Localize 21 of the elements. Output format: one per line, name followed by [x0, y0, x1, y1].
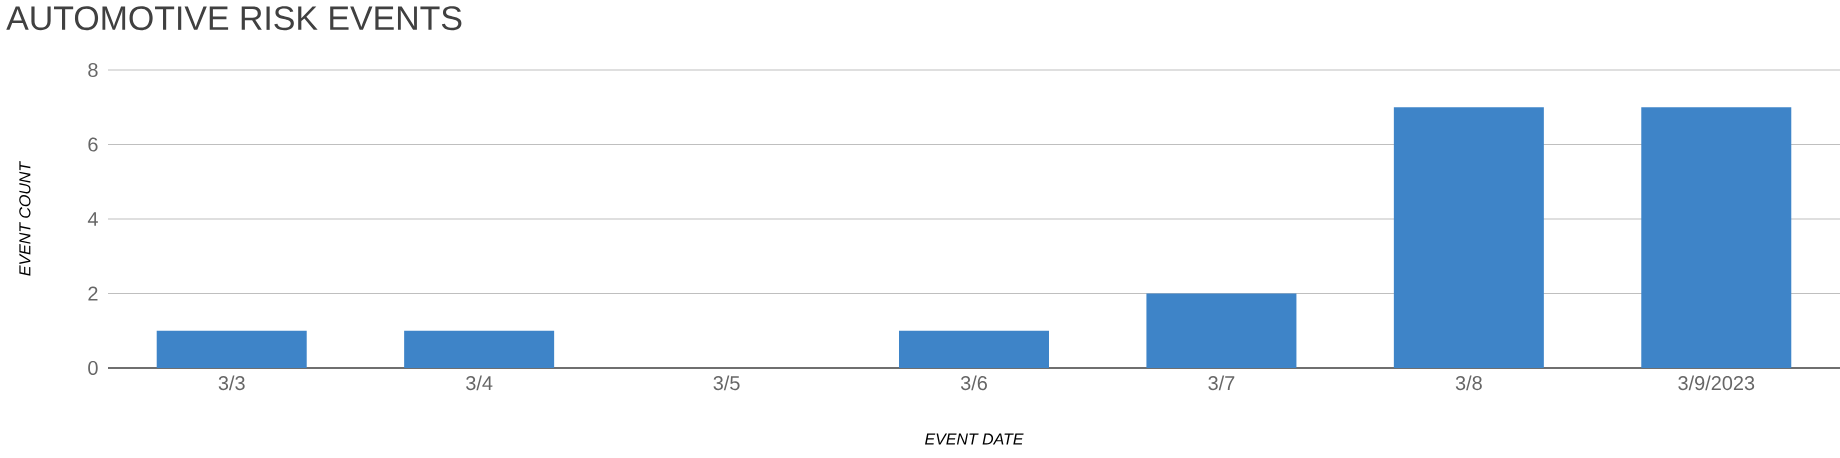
bar	[1393, 107, 1544, 368]
y-tick-label: 0	[88, 360, 98, 376]
y-tick-label: 6	[88, 137, 98, 152]
x-tick-label: 3/8	[1455, 375, 1482, 391]
y-tick-label: 8	[88, 62, 98, 78]
x-tick-label: 3/9/2023	[1678, 375, 1755, 391]
x-tick-label: 3/3	[218, 375, 245, 391]
x-tick-label: 3/5	[713, 375, 740, 391]
y-axis-title: EVENT COUNT	[19, 160, 31, 276]
bar	[156, 330, 307, 368]
y-tick-label: 2	[88, 286, 98, 301]
x-tick-label: 3/7	[1208, 375, 1235, 391]
x-tick-label: 3/4	[466, 375, 493, 391]
y-tick-label: 4	[87, 212, 98, 226]
x-tick-label: 3/6	[960, 375, 987, 391]
bar	[1146, 293, 1297, 368]
x-axis-title: EVENT DATE	[925, 433, 1024, 445]
chart-title: AUTOMOTIVE RISK EVENTS	[6, 6, 462, 31]
bar	[899, 330, 1049, 368]
bar	[404, 330, 555, 368]
bar	[1641, 107, 1792, 368]
